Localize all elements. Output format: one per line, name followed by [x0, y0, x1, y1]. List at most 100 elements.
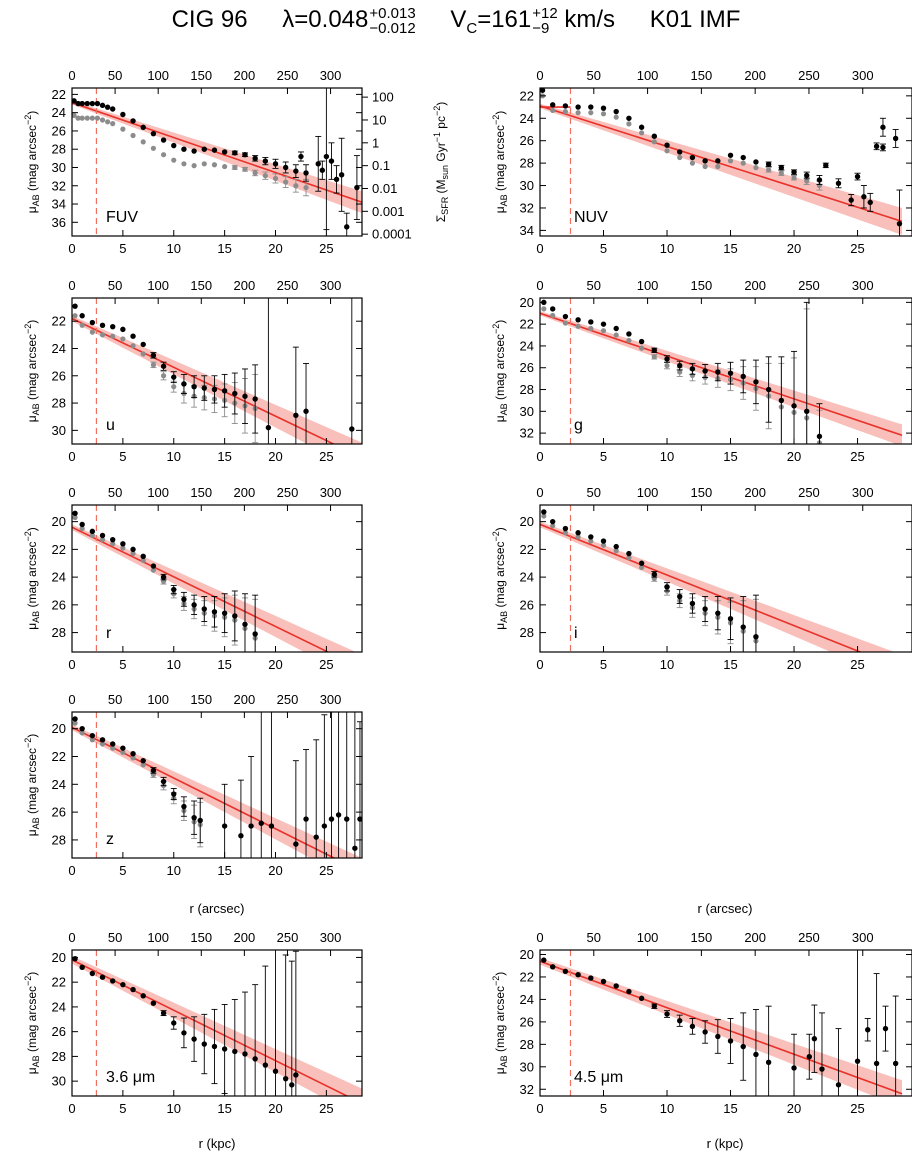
corrected-point — [575, 534, 581, 540]
corrected-point — [94, 115, 101, 121]
observed-point — [160, 574, 167, 580]
observed-point — [892, 135, 899, 142]
observed-point — [130, 751, 136, 757]
bottom-tick-label: 0 — [68, 1101, 75, 1116]
corrected-point — [541, 513, 547, 519]
y-tick-label: 24 — [52, 570, 66, 585]
bottom-tick-label: 0 — [68, 657, 75, 672]
observed-point — [338, 172, 345, 178]
top-tick-label: 50 — [108, 930, 122, 945]
bottom-tick-label: 15 — [723, 657, 737, 672]
y-tick-label: 22 — [520, 88, 534, 103]
observed-point — [702, 368, 708, 374]
corrected-point — [689, 160, 696, 166]
bottom-tick-label: 25 — [850, 241, 864, 256]
y-tick-label: 26 — [520, 1014, 534, 1029]
y-tick-label: 28 — [52, 142, 66, 157]
top-tick-label: 100 — [147, 68, 169, 83]
top-tick-label: 300 — [852, 485, 874, 500]
corrected-point — [130, 755, 136, 761]
top-tick-label: 100 — [147, 692, 169, 707]
bottom-tick-label: 15 — [723, 241, 737, 256]
y-tick-label: 22 — [52, 749, 66, 764]
y-tick-label: 22 — [52, 87, 66, 102]
y-axis-label: μAB (mag arcsec−2) — [491, 972, 509, 1075]
observed-point — [303, 408, 309, 414]
top-tick-label: 100 — [147, 930, 169, 945]
corrected-point — [715, 163, 721, 170]
observed-point — [575, 317, 581, 323]
observed-point — [171, 142, 177, 149]
corrected-point — [804, 178, 810, 184]
vc-subscript: C — [466, 20, 478, 38]
observed-point — [765, 161, 772, 167]
observed-point — [140, 124, 146, 130]
top-tick-label: 250 — [798, 485, 820, 500]
top-tick-label: 100 — [637, 930, 659, 945]
bottom-tick-label: 25 — [319, 449, 333, 464]
bottom-tick-label: 20 — [268, 241, 282, 256]
observed-point — [689, 600, 696, 607]
observed-point — [335, 812, 342, 818]
top-tick-label: 0 — [68, 485, 75, 500]
bottom-tick-label: 5 — [119, 241, 126, 256]
observed-point — [835, 1082, 842, 1088]
corrected-point — [99, 741, 106, 747]
corrected-point — [740, 160, 746, 166]
observed-point — [201, 606, 207, 612]
observed-point — [140, 757, 146, 764]
y-axis-label: μAB (mag arcsec−2) — [23, 734, 41, 837]
corrected-point — [120, 126, 126, 132]
bottom-tick-label: 20 — [787, 657, 801, 672]
observed-point — [753, 634, 759, 640]
y-axis-label: μAB (mag arcsec−2) — [23, 111, 41, 214]
top-tick-label: 0 — [536, 930, 543, 945]
corrected-point — [639, 130, 645, 136]
fit-line — [540, 960, 903, 1095]
observed-point — [702, 606, 708, 612]
observed-point — [816, 177, 823, 183]
top-tick-label: 100 — [637, 68, 659, 83]
observed-point — [248, 823, 254, 829]
y-tick-label: 24 — [520, 338, 534, 353]
fit-line — [72, 101, 362, 203]
panel-g: 0 50 100 150 200 250 300 0 5 10 15 20 25 20 22 24 26 28 30… — [491, 278, 912, 464]
fit-uncertainty-band — [540, 103, 902, 235]
corrected-point — [791, 175, 797, 181]
y-tick-label: 24 — [520, 570, 534, 585]
observed-point — [150, 563, 157, 569]
observed-point — [357, 816, 362, 822]
top-tick-label: 200 — [744, 278, 766, 293]
y-tick-label: 32 — [520, 1082, 534, 1097]
observed-point — [638, 338, 645, 345]
observed-point — [130, 546, 136, 553]
corrected-point — [160, 152, 167, 158]
corrected-point — [99, 332, 106, 338]
y-tick-label: 30 — [520, 404, 534, 419]
observed-point — [613, 325, 619, 332]
observed-point — [232, 613, 238, 619]
observed-point — [252, 396, 258, 402]
observed-point — [79, 521, 85, 528]
observed-point — [819, 1066, 825, 1072]
observed-point — [293, 168, 299, 174]
observed-point — [272, 161, 279, 167]
bottom-tick-label: 5 — [119, 863, 126, 878]
corrected-point — [120, 336, 126, 342]
sfr-tick-label: 0.1 — [372, 158, 390, 173]
corrected-point — [130, 343, 136, 349]
y-tick-label: 30 — [52, 160, 66, 175]
top-tick-label: 50 — [108, 485, 122, 500]
corrected-point — [89, 737, 95, 743]
observed-point — [303, 816, 309, 822]
bottom-tick-label: 15 — [723, 449, 737, 464]
observed-point — [848, 197, 854, 203]
corrected-point — [293, 183, 299, 189]
observed-point — [651, 347, 658, 353]
corrected-point — [201, 161, 207, 167]
observed-point — [613, 108, 619, 115]
observed-point — [197, 817, 203, 824]
corrected-point — [626, 555, 632, 561]
spin-parameter: λ=0.048 +0.013 −0.012 — [282, 6, 415, 36]
observed-point — [588, 104, 594, 110]
